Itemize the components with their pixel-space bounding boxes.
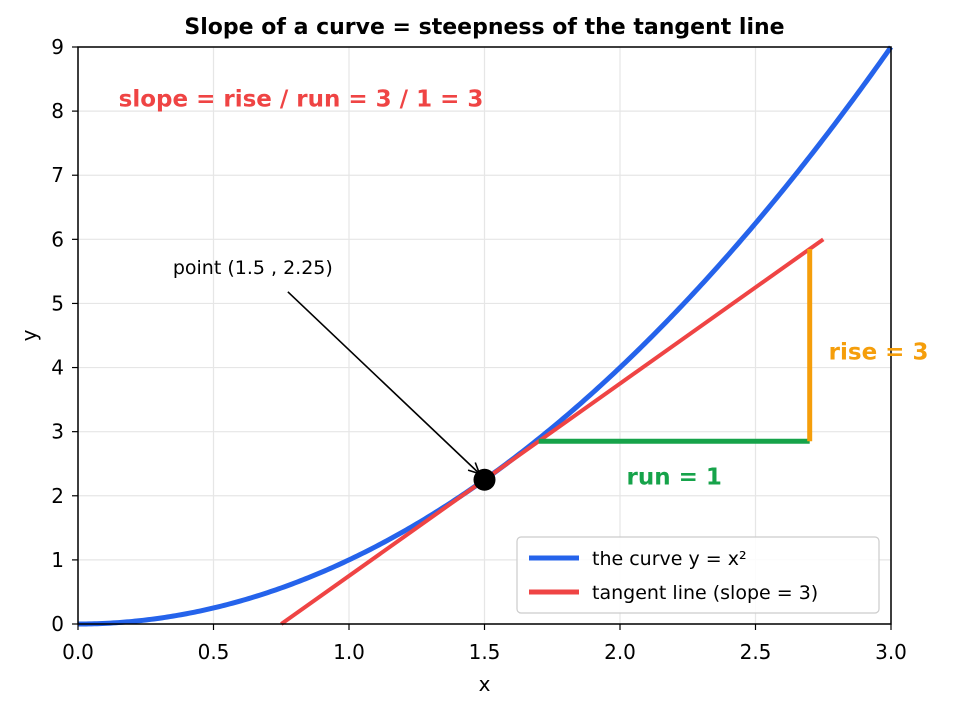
run-label: run = 1 (627, 465, 722, 491)
legend-label-tangent: tangent line (slope = 3) (592, 582, 818, 604)
x-axis-ticks: 0.0 0.5 1.0 1.5 2.0 2.5 3.0 (62, 624, 907, 664)
x-tick-label: 2.0 (604, 640, 636, 664)
y-tick-label: 3 (51, 420, 64, 444)
legend-label-curve: the curve y = x² (592, 548, 747, 570)
x-tick-label: 0.5 (198, 640, 230, 664)
legend-box (516, 536, 880, 614)
chart-title: Slope of a curve = steepness of the tang… (184, 15, 784, 40)
slope-formula-annotation: slope = rise / run = 3 / 1 = 3 (119, 86, 484, 112)
x-axis-label: x (479, 672, 491, 696)
y-tick-label: 7 (51, 163, 64, 187)
y-tick-label: 2 (51, 484, 64, 508)
point-arrowhead (467, 462, 481, 476)
series-tangent-line (280, 237, 825, 626)
x-tick-label: 1.5 (469, 640, 501, 664)
rise-label: rise = 3 (829, 340, 929, 366)
legend: the curve y = x² tangent line (slope = 3… (516, 536, 880, 614)
y-tick-label: 8 (51, 99, 64, 123)
x-tick-label: 1.0 (333, 640, 365, 664)
x-tick-label: 2.5 (740, 640, 772, 664)
y-tick-label: 0 (51, 612, 64, 636)
y-axis-ticks: 0 1 2 3 4 5 6 7 8 9 (51, 35, 78, 636)
y-tick-label: 6 (51, 227, 64, 251)
x-tick-label: 3.0 (875, 640, 907, 664)
y-axis-label: y (17, 329, 41, 341)
y-tick-label: 4 (51, 356, 64, 380)
y-tick-label: 9 (51, 35, 64, 59)
y-tick-label: 1 (51, 548, 64, 572)
point-label: point (1.5 , 2.25) (173, 257, 333, 279)
y-tick-label: 5 (51, 291, 64, 315)
x-tick-label: 0.0 (62, 640, 94, 664)
point-arrow (287, 291, 481, 475)
